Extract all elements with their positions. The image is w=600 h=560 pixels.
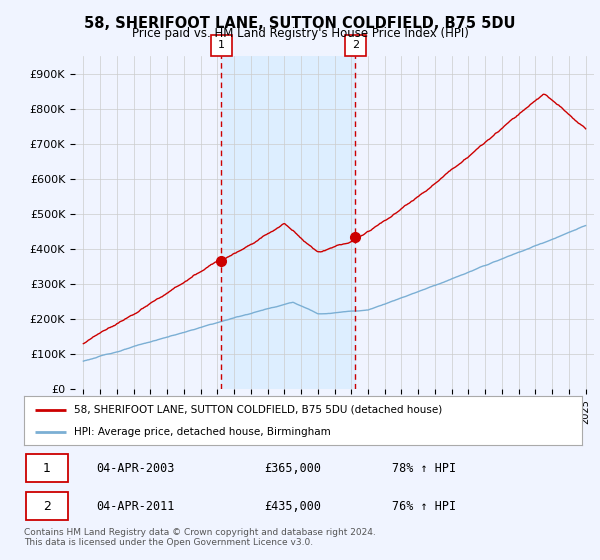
Text: Price paid vs. HM Land Registry's House Price Index (HPI): Price paid vs. HM Land Registry's House … xyxy=(131,27,469,40)
Text: 04-APR-2011: 04-APR-2011 xyxy=(97,500,175,513)
FancyBboxPatch shape xyxy=(211,35,232,56)
Text: 78% ↑ HPI: 78% ↑ HPI xyxy=(392,462,457,475)
Text: 76% ↑ HPI: 76% ↑ HPI xyxy=(392,500,457,513)
Text: HPI: Average price, detached house, Birmingham: HPI: Average price, detached house, Birm… xyxy=(74,427,331,437)
Text: 2: 2 xyxy=(43,500,50,513)
Text: 1: 1 xyxy=(43,462,50,475)
Text: £365,000: £365,000 xyxy=(264,462,321,475)
Text: Contains HM Land Registry data © Crown copyright and database right 2024.
This d: Contains HM Land Registry data © Crown c… xyxy=(24,528,376,547)
FancyBboxPatch shape xyxy=(345,35,366,56)
Text: 04-APR-2003: 04-APR-2003 xyxy=(97,462,175,475)
Text: 1: 1 xyxy=(218,40,225,50)
FancyBboxPatch shape xyxy=(26,454,68,482)
Text: 58, SHERIFOOT LANE, SUTTON COLDFIELD, B75 5DU: 58, SHERIFOOT LANE, SUTTON COLDFIELD, B7… xyxy=(84,16,516,31)
FancyBboxPatch shape xyxy=(26,492,68,520)
Bar xyxy=(221,56,355,389)
Text: 58, SHERIFOOT LANE, SUTTON COLDFIELD, B75 5DU (detached house): 58, SHERIFOOT LANE, SUTTON COLDFIELD, B7… xyxy=(74,405,442,415)
Text: £435,000: £435,000 xyxy=(264,500,321,513)
Text: 2: 2 xyxy=(352,40,359,50)
